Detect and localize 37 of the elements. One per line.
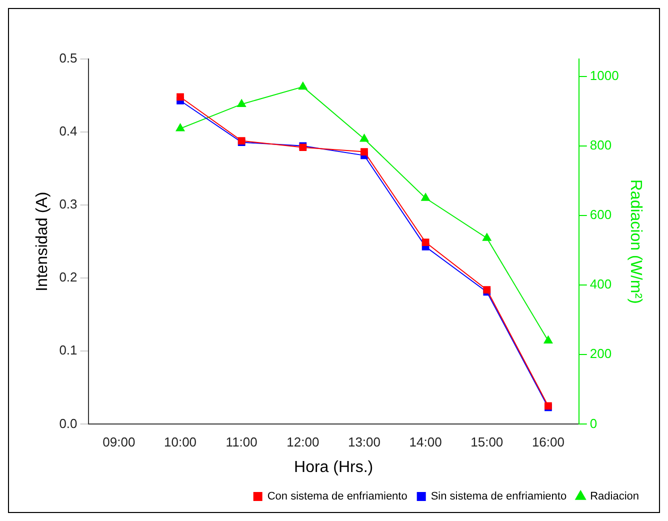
x-tick-label: 09:00 bbox=[102, 434, 136, 450]
x-tick-label: 14:00 bbox=[409, 434, 442, 450]
point bbox=[422, 238, 430, 246]
legend-label: Radiacion bbox=[590, 490, 639, 503]
x-tick-label: 13:00 bbox=[348, 434, 381, 450]
point bbox=[176, 124, 185, 132]
point bbox=[360, 134, 369, 142]
x-tick-label: 10:00 bbox=[164, 434, 197, 450]
y2-axis-title: Radiacion (W/m²) bbox=[626, 179, 644, 304]
x-axis-title: Hora (Hrs.) bbox=[294, 458, 374, 476]
point bbox=[176, 93, 184, 101]
x-tick-label: 15:00 bbox=[470, 434, 504, 450]
legend-label: Sin sistema de enfriamiento bbox=[430, 490, 567, 503]
point bbox=[421, 193, 430, 201]
y2-tick-label: 800 bbox=[590, 138, 612, 153]
point bbox=[237, 99, 246, 107]
point bbox=[544, 336, 553, 344]
point bbox=[298, 82, 308, 90]
y2-tick-label: 1000 bbox=[590, 68, 619, 83]
point bbox=[482, 233, 492, 241]
y2-tick-label: 400 bbox=[590, 276, 612, 292]
y-tick-label: 0.0 bbox=[59, 416, 78, 431]
y-axis-title: Intensidad (A) bbox=[34, 192, 52, 292]
y2-tick-label: 600 bbox=[590, 207, 612, 222]
point bbox=[360, 148, 368, 156]
y-tick-label: 0.4 bbox=[59, 124, 78, 139]
y2-tick-label: 200 bbox=[590, 346, 612, 362]
y-tick-label: 0.3 bbox=[59, 196, 78, 212]
point bbox=[483, 286, 491, 294]
x-tick-label: 11:00 bbox=[226, 434, 258, 450]
x-tick-label: 12:00 bbox=[286, 434, 320, 450]
x-tick-label: 16:00 bbox=[532, 434, 564, 450]
y-tick-label: 0.2 bbox=[59, 270, 78, 285]
legend-label: Con sistema de enfriamiento bbox=[267, 490, 408, 503]
y-tick-label: 0.5 bbox=[59, 50, 78, 66]
y-tick-label: 0.1 bbox=[59, 342, 78, 358]
y2-tick-label: 0 bbox=[590, 416, 598, 431]
